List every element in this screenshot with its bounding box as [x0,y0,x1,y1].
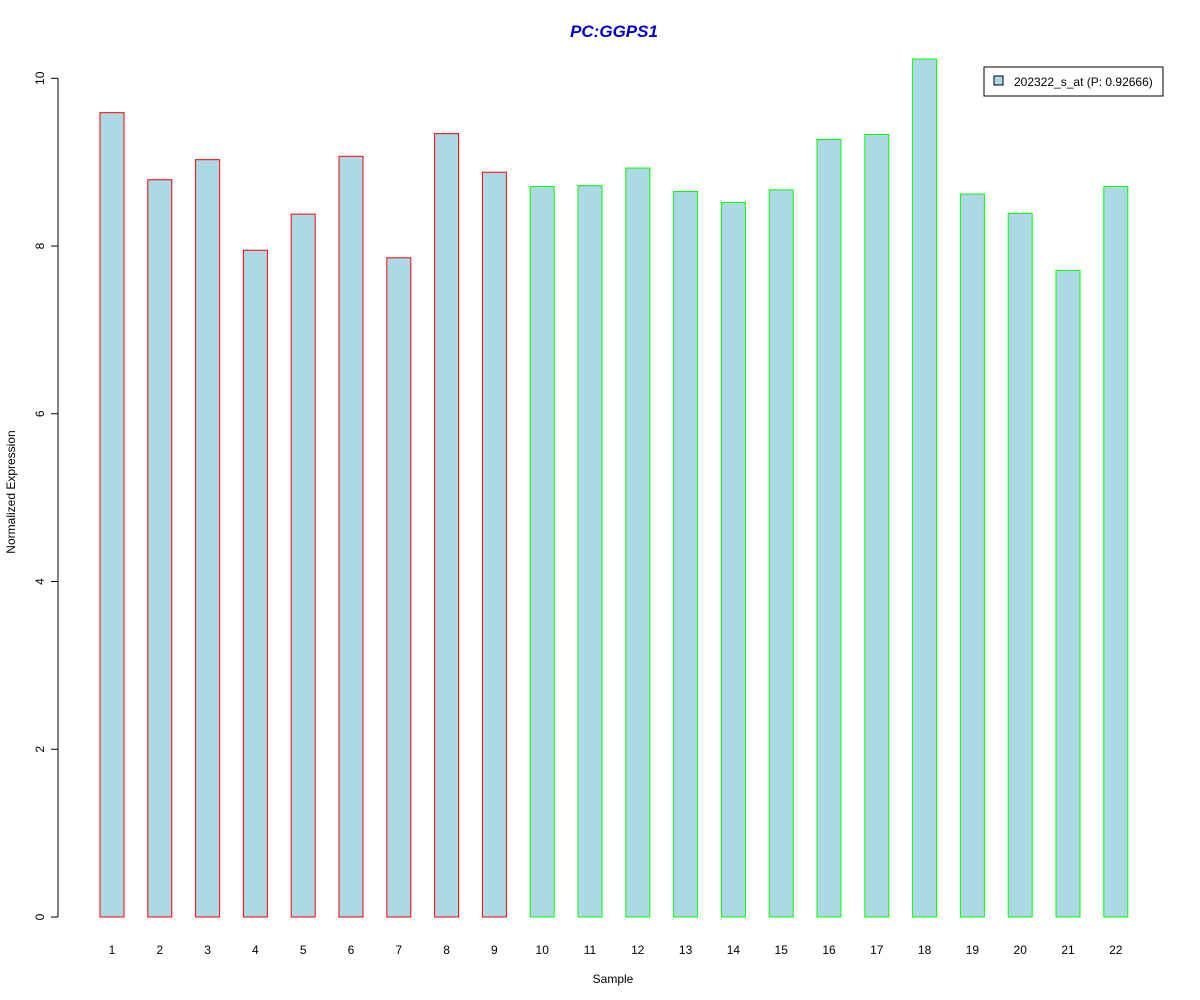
bar-sample-8 [434,133,460,918]
bar-sample-10 [529,185,555,918]
y-axis-label: Normalized Expression [4,430,18,553]
x-tick-label: 2 [156,943,163,957]
chart-title: PC:GGPS1 [570,22,658,41]
bar-sample-11 [577,185,603,918]
y-tick-label: 2 [33,746,47,753]
x-tick-label: 3 [204,943,211,957]
x-tick-label: 11 [584,943,597,957]
bar-sample-9 [481,171,507,918]
y-tick-label: 0 [33,913,47,920]
bar-sample-4 [242,249,268,918]
x-axis-label: Sample [593,972,634,986]
x-tick-label: 4 [252,943,259,957]
bar-sample-1 [99,112,125,918]
x-tick-label: 10 [536,943,550,957]
legend: 202322_s_at (P: 0.92666) [983,66,1164,97]
y-tick-label: 10 [33,71,47,85]
bar-sample-19 [959,193,985,918]
bar-sample-3 [195,159,221,918]
y-tick-label: 8 [33,242,47,249]
x-tick-label: 5 [300,943,307,957]
x-tick-label: 7 [395,943,402,957]
x-tick-label: 14 [727,943,741,957]
x-tick-label: 21 [1061,943,1075,957]
y-tick-label: 6 [33,410,47,417]
x-tick-label: 16 [822,943,836,957]
bar-sample-15 [768,189,794,918]
y-axis: 0 2 4 6 8 10 [33,71,59,920]
bars [99,58,1129,918]
x-tick-label: 8 [443,943,450,957]
bar-sample-22 [1103,185,1129,918]
bar-sample-16 [816,139,842,918]
legend-label: 202322_s_at (P: 0.92666) [1014,75,1153,89]
bar-sample-12 [625,167,651,918]
bar-sample-2 [147,179,173,918]
x-tick-label: 6 [348,943,355,957]
bar-sample-14 [720,201,746,918]
bar-sample-5 [290,213,316,918]
x-tick-label: 19 [966,943,980,957]
bar-sample-21 [1055,269,1081,918]
x-tick-label: 1 [109,943,116,957]
bar-sample-17 [864,133,890,918]
bar-sample-6 [338,155,364,918]
bar-sample-7 [386,257,412,918]
x-tick-label: 12 [631,943,645,957]
x-tick-label: 9 [491,943,498,957]
x-tick-label: 20 [1014,943,1028,957]
x-tick-labels: 1 2 3 4 5 6 7 8 9 10 11 12 13 14 15 16 17 18 19 20 21 22 [109,943,1123,957]
bar-sample-18 [912,58,938,918]
bar-sample-20 [1007,212,1033,918]
x-tick-label: 17 [870,943,884,957]
legend-box [983,66,1164,97]
y-tick-label: 4 [33,578,47,585]
x-tick-label: 18 [918,943,932,957]
x-tick-label: 15 [775,943,789,957]
bar-sample-13 [673,191,699,918]
legend-swatch [993,75,1004,86]
x-tick-label: 22 [1109,943,1123,957]
x-tick-label: 13 [679,943,693,957]
